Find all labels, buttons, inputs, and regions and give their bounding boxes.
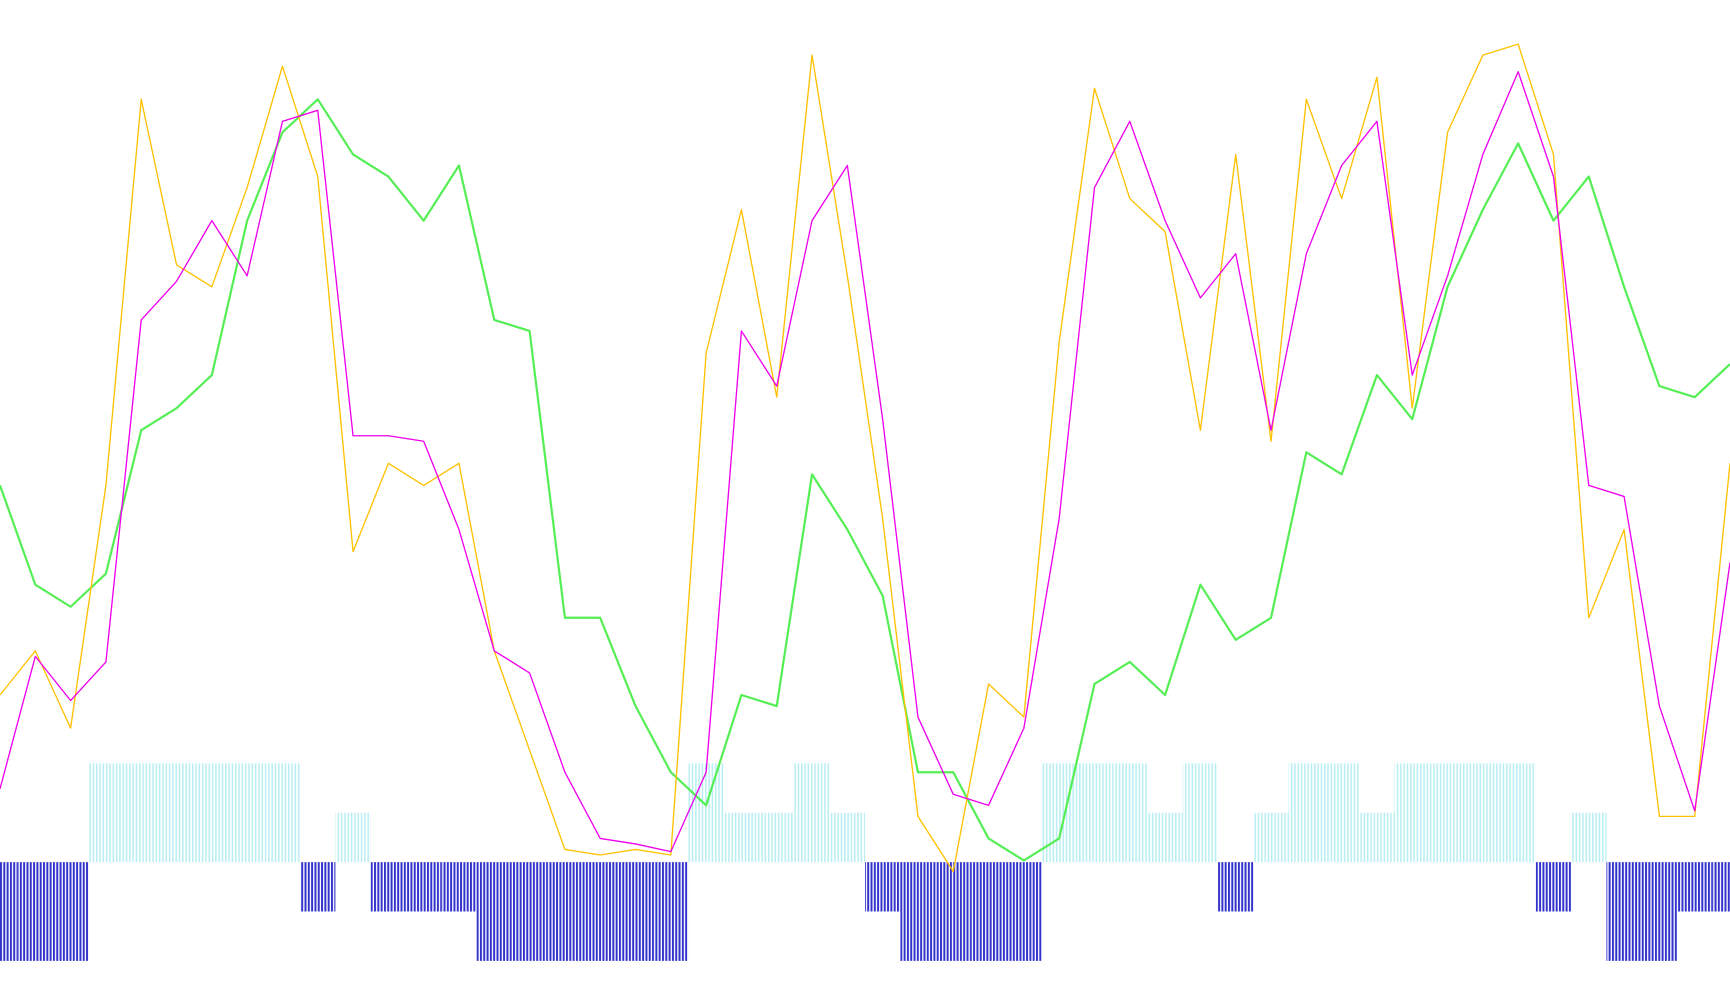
histogram (0, 763, 1730, 961)
histogram-bar-up (1076, 763, 1113, 863)
histogram-bar-down (582, 862, 618, 961)
histogram-bar-up (794, 763, 830, 863)
histogram-bar-up (1359, 812, 1395, 863)
histogram-bar-up (229, 763, 265, 863)
histogram-bar-up (158, 763, 195, 863)
histogram-bar-down (511, 862, 548, 961)
histogram-bar-up (1253, 812, 1289, 863)
histogram-bar-up (1465, 763, 1501, 863)
histogram-bar-up (1288, 763, 1324, 863)
histogram-bar-down (970, 862, 1007, 961)
histogram-bar-down (547, 862, 583, 961)
histogram-bar-up (1147, 812, 1183, 863)
indicator-line (0, 98, 1730, 862)
histogram-bar-down (1535, 862, 1572, 912)
histogram-bar-down (52, 862, 89, 961)
indicator-line (0, 43, 1730, 873)
lines (0, 43, 1730, 873)
histogram-bar-up (1429, 763, 1466, 863)
histogram-bar-up (723, 812, 760, 863)
indicator-line (0, 71, 1730, 853)
histogram-bar-down (0, 862, 18, 961)
histogram-bar-up (264, 763, 301, 863)
histogram-bar-down (1712, 862, 1730, 912)
histogram-bar-up (759, 812, 795, 863)
histogram-bar-down (900, 862, 936, 961)
histogram-bar-up (194, 763, 230, 863)
histogram-bar-up (123, 763, 159, 863)
histogram-bar-down (1218, 862, 1254, 912)
histogram-bar-up (88, 763, 124, 863)
histogram-bar-down (441, 862, 477, 912)
histogram-bar-down (617, 862, 654, 961)
histogram-bar-down (1677, 862, 1713, 912)
histogram-bar-down (653, 862, 689, 961)
histogram-bar-down (865, 862, 901, 912)
histogram-bar-down (300, 862, 336, 912)
histogram-bar-up (829, 812, 865, 863)
histogram-bar-up (1182, 763, 1219, 863)
histogram-bar-down (370, 862, 407, 912)
histogram-bar-up (688, 763, 724, 863)
histogram-bar-up (1323, 763, 1360, 863)
histogram-bar-down (1606, 862, 1642, 961)
histogram-bar-up (335, 812, 371, 863)
histogram-bar-up (1500, 763, 1536, 863)
histogram-bar-up (1571, 812, 1607, 863)
histogram-bar-down (17, 862, 53, 961)
histogram-bar-down (476, 862, 512, 961)
histogram-bar-up (1394, 763, 1430, 863)
histogram-bar-down (406, 862, 442, 912)
histogram-bar-down (1006, 862, 1042, 961)
histogram-bar-up (1112, 763, 1148, 863)
histogram-bar-down (935, 862, 971, 961)
histogram-bar-down (1641, 862, 1678, 961)
